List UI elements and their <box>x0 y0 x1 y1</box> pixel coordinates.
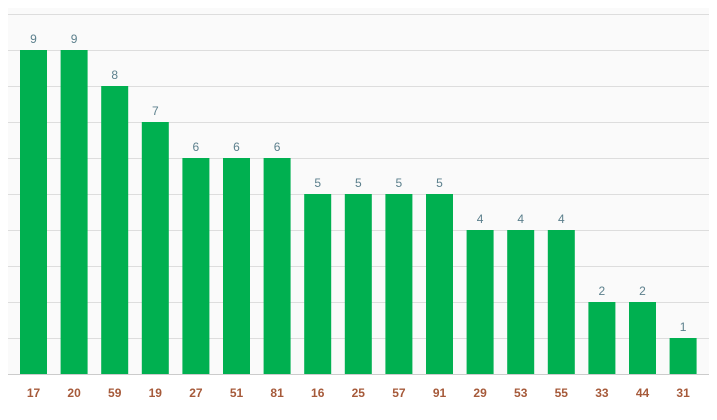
bar-33[interactable] <box>588 302 616 374</box>
category-label-44: 44 <box>636 386 650 400</box>
value-label-44: 2 <box>639 284 646 298</box>
bar-55[interactable] <box>547 230 575 374</box>
value-label-57: 5 <box>396 176 403 190</box>
value-label-20: 9 <box>71 32 78 46</box>
bar-20[interactable] <box>60 50 88 374</box>
bars <box>20 50 697 374</box>
bar-29[interactable] <box>466 230 494 374</box>
bar-51[interactable] <box>223 158 250 374</box>
category-label-91: 91 <box>433 386 447 400</box>
bar-19[interactable] <box>141 122 169 374</box>
value-labels: 9 9 8 7 6 6 6 5 5 5 5 4 4 4 2 2 1 <box>30 32 687 334</box>
bar-44[interactable] <box>629 302 656 374</box>
bar-31[interactable] <box>669 338 697 374</box>
category-label-55: 55 <box>555 386 569 400</box>
category-label-29: 29 <box>473 386 487 400</box>
value-label-53: 4 <box>517 212 524 226</box>
category-label-27: 27 <box>189 386 203 400</box>
bar-27[interactable] <box>182 158 210 374</box>
value-label-81: 6 <box>274 140 281 154</box>
category-label-19: 19 <box>149 386 163 400</box>
category-labels: 17 20 59 19 27 51 81 16 25 57 91 29 53 55 33 44 31 <box>27 386 690 400</box>
category-label-51: 51 <box>230 386 244 400</box>
value-label-55: 4 <box>558 212 565 226</box>
bar-57[interactable] <box>385 194 413 374</box>
category-label-31: 31 <box>676 386 690 400</box>
value-label-51: 6 <box>233 140 240 154</box>
category-label-16: 16 <box>311 386 325 400</box>
category-label-59: 59 <box>108 386 122 400</box>
category-label-25: 25 <box>352 386 366 400</box>
category-label-20: 20 <box>67 386 81 400</box>
category-label-33: 33 <box>595 386 609 400</box>
bar-59[interactable] <box>101 86 129 374</box>
category-label-57: 57 <box>392 386 406 400</box>
value-label-25: 5 <box>355 176 362 190</box>
value-label-31: 1 <box>680 320 687 334</box>
value-label-59: 8 <box>111 68 118 82</box>
value-label-19: 7 <box>152 104 159 118</box>
bar-17[interactable] <box>20 50 47 374</box>
category-label-17: 17 <box>27 386 41 400</box>
value-label-16: 5 <box>314 176 321 190</box>
bar-53[interactable] <box>507 230 535 374</box>
category-label-81: 81 <box>270 386 284 400</box>
bar-16[interactable] <box>304 194 332 374</box>
value-label-27: 6 <box>193 140 200 154</box>
value-label-33: 2 <box>599 284 606 298</box>
bar-81[interactable] <box>263 158 291 374</box>
value-label-91: 5 <box>436 176 443 190</box>
bar-25[interactable] <box>344 194 372 374</box>
bar-91[interactable] <box>426 194 453 374</box>
category-label-53: 53 <box>514 386 528 400</box>
value-label-29: 4 <box>477 212 484 226</box>
value-label-17: 9 <box>30 32 37 46</box>
